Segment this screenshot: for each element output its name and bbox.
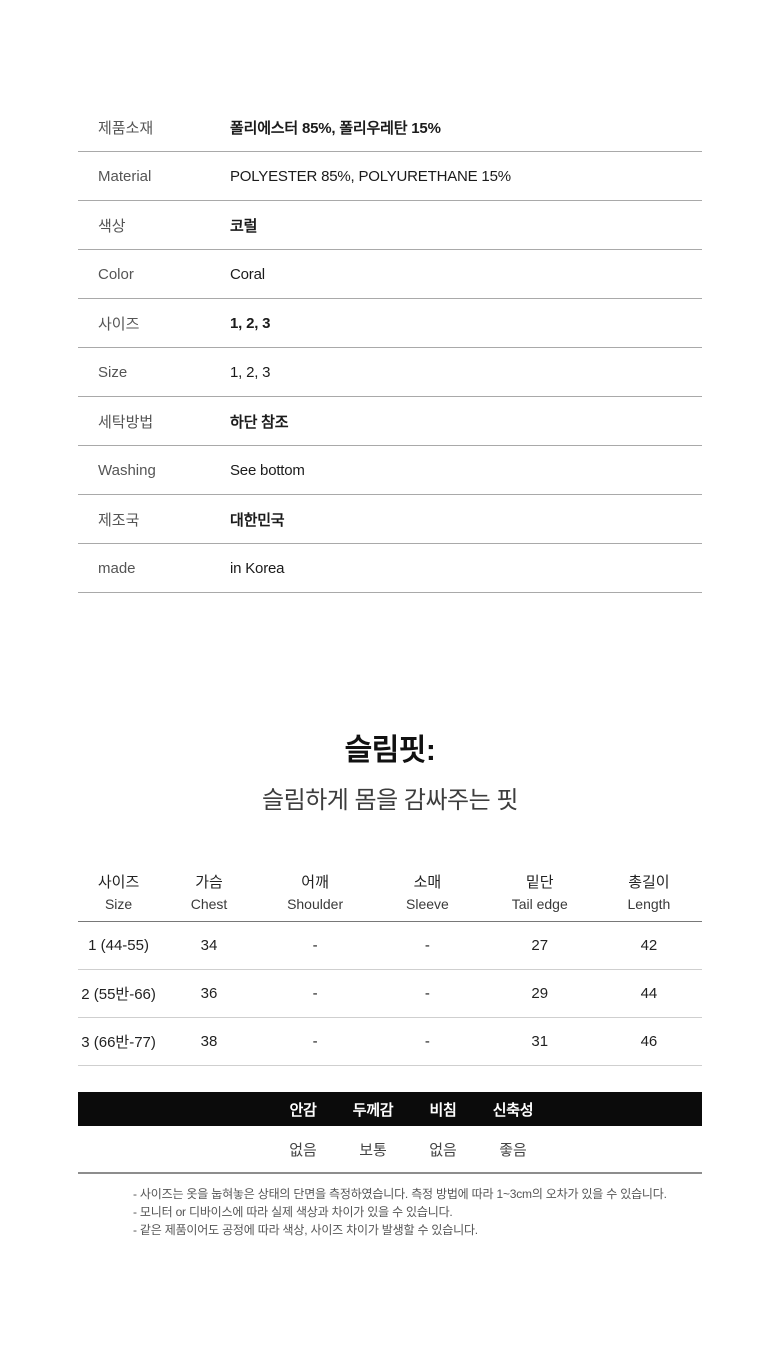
info-row-size-ko: 사이즈 1, 2, 3 xyxy=(78,299,702,348)
size-chart-row-2: 2 (55반-66) 36 - - 29 44 xyxy=(78,970,702,1018)
size-chart-col-length: 총길이 Length xyxy=(596,871,702,912)
info-row-washing-en: Washing See bottom xyxy=(78,446,702,495)
size-chart: 사이즈 Size 가슴 Chest 어깨 Shoulder 소매 Sleeve … xyxy=(78,871,702,1066)
size-cell: 34 xyxy=(200,937,218,954)
info-label: Size xyxy=(98,363,128,381)
fabric-value-stretch: 좋음 xyxy=(499,1141,527,1159)
info-label: 제조국 xyxy=(98,511,140,529)
size-cell: 3 (66반-77) xyxy=(81,1034,156,1051)
size-chart-col-size: 사이즈 Size xyxy=(78,871,159,912)
fit-title: 슬림핏: xyxy=(344,734,436,767)
col-label-ko: 소매 xyxy=(413,874,442,891)
measurement-notes: - 사이즈는 옷을 눕혀놓은 상태의 단면을 측정하였습니다. 측정 방법에 따… xyxy=(133,1185,702,1239)
info-value: POLYESTER 85%, POLYURETHANE 15% xyxy=(230,167,511,185)
info-value: 대한민국 xyxy=(230,511,285,529)
info-row-origin-ko: 제조국 대한민국 xyxy=(78,495,702,544)
col-label-ko: 밑단 xyxy=(525,874,554,891)
info-value: 폴리에스터 85%, 폴리우레탄 15% xyxy=(230,119,441,137)
info-value: 코럴 xyxy=(230,217,258,235)
fabric-value-sheerness: 없음 xyxy=(429,1141,457,1159)
info-label: Washing xyxy=(98,461,156,479)
size-cell: - xyxy=(312,985,318,1002)
info-label: 세탁방법 xyxy=(98,413,154,431)
divider-line xyxy=(78,1172,702,1174)
info-row-color-en: Color Coral xyxy=(78,250,702,299)
col-label-en: Shoulder xyxy=(287,896,344,912)
info-row-material-ko: 제품소재 폴리에스터 85%, 폴리우레탄 15% xyxy=(78,103,702,152)
info-value: Coral xyxy=(230,265,265,283)
size-chart-col-sleeve: 소매 Sleeve xyxy=(371,871,483,912)
size-chart-header: 사이즈 Size 가슴 Chest 어깨 Shoulder 소매 Sleeve … xyxy=(78,871,702,922)
info-label: 사이즈 xyxy=(98,315,140,333)
info-row-material-en: Material POLYESTER 85%, POLYURETHANE 15% xyxy=(78,152,702,201)
size-cell: - xyxy=(424,1033,430,1050)
info-row-color-ko: 색상 코럴 xyxy=(78,201,702,250)
info-label: 제품소재 xyxy=(98,119,154,137)
col-label-en: Tail edge xyxy=(511,896,568,912)
size-cell: - xyxy=(312,1033,318,1050)
size-cell: 36 xyxy=(200,985,218,1002)
col-label-ko: 가슴 xyxy=(195,874,223,891)
product-info-table: 제품소재 폴리에스터 85%, 폴리우레탄 15% Material POLYE… xyxy=(78,103,702,593)
fabric-header-thickness: 두께감 xyxy=(352,1101,394,1119)
info-value: See bottom xyxy=(230,461,305,479)
info-value: 1, 2, 3 xyxy=(230,363,271,381)
size-cell: 31 xyxy=(531,1033,549,1050)
size-cell: 29 xyxy=(531,985,549,1002)
info-value: in Korea xyxy=(230,559,285,577)
col-label-en: Chest xyxy=(190,896,228,912)
col-label-en: Size xyxy=(104,896,133,912)
note-line-2: - 모니터 or 디바이스에 따라 실제 색상과 차이가 있을 수 있습니다. xyxy=(133,1205,453,1219)
size-cell: - xyxy=(424,985,430,1002)
info-value: 1, 2, 3 xyxy=(230,314,271,332)
info-row-size-en: Size 1, 2, 3 xyxy=(78,348,702,397)
fabric-info-header-bar: 안감 두께감 비침 신축성 xyxy=(78,1092,702,1126)
fabric-info-values: 없음 보통 없음 좋음 xyxy=(78,1126,702,1172)
size-cell: - xyxy=(312,937,318,954)
fit-heading: 슬림핏: 슬림하게 몸을 감싸주는 핏 xyxy=(78,725,702,815)
size-cell: 46 xyxy=(640,1033,658,1050)
info-row-washing-ko: 세탁방법 하단 참조 xyxy=(78,397,702,446)
size-cell: 27 xyxy=(531,937,549,954)
fabric-header-stretch: 신축성 xyxy=(492,1101,534,1119)
info-label: 색상 xyxy=(98,217,126,235)
size-cell: 42 xyxy=(640,937,658,954)
size-cell: 2 (55반-66) xyxy=(81,986,156,1003)
fabric-header-lining: 안감 xyxy=(289,1101,317,1119)
size-cell: - xyxy=(424,937,430,954)
info-row-origin-en: made in Korea xyxy=(78,544,702,593)
info-label: made xyxy=(98,559,136,577)
fit-subtitle: 슬림하게 몸을 감싸주는 핏 xyxy=(262,787,518,814)
col-label-en: Length xyxy=(627,896,671,912)
size-chart-col-tail-edge: 밑단 Tail edge xyxy=(484,871,596,912)
size-chart-col-chest: 가슴 Chest xyxy=(159,871,259,912)
note-line-1: - 사이즈는 옷을 눕혀놓은 상태의 단면을 측정하였습니다. 측정 방법에 따… xyxy=(133,1187,667,1201)
col-label-ko: 총길이 xyxy=(628,874,670,891)
fabric-value-lining: 없음 xyxy=(289,1141,317,1159)
info-label: Color xyxy=(98,265,134,283)
col-label-ko: 사이즈 xyxy=(97,874,140,891)
size-chart-row-3: 3 (66반-77) 38 - - 31 46 xyxy=(78,1018,702,1066)
size-chart-col-shoulder: 어깨 Shoulder xyxy=(259,871,371,912)
note-line-3: - 같은 제품이어도 공정에 따라 색상, 사이즈 차이가 발생할 수 있습니다… xyxy=(133,1223,478,1237)
fabric-header-sheerness: 비침 xyxy=(429,1101,457,1119)
size-cell: 44 xyxy=(640,985,658,1002)
size-chart-row-1: 1 (44-55) 34 - - 27 42 xyxy=(78,922,702,970)
product-detail-page: 제품소재 폴리에스터 85%, 폴리우레탄 15% Material POLYE… xyxy=(78,0,702,1239)
col-label-en: Sleeve xyxy=(406,896,449,912)
size-cell: 1 (44-55) xyxy=(88,937,149,954)
fabric-value-thickness: 보통 xyxy=(359,1141,387,1159)
col-label-ko: 어깨 xyxy=(301,874,329,891)
info-value: 하단 참조 xyxy=(230,413,289,431)
info-label: Material xyxy=(98,167,152,185)
size-cell: 38 xyxy=(200,1033,218,1050)
